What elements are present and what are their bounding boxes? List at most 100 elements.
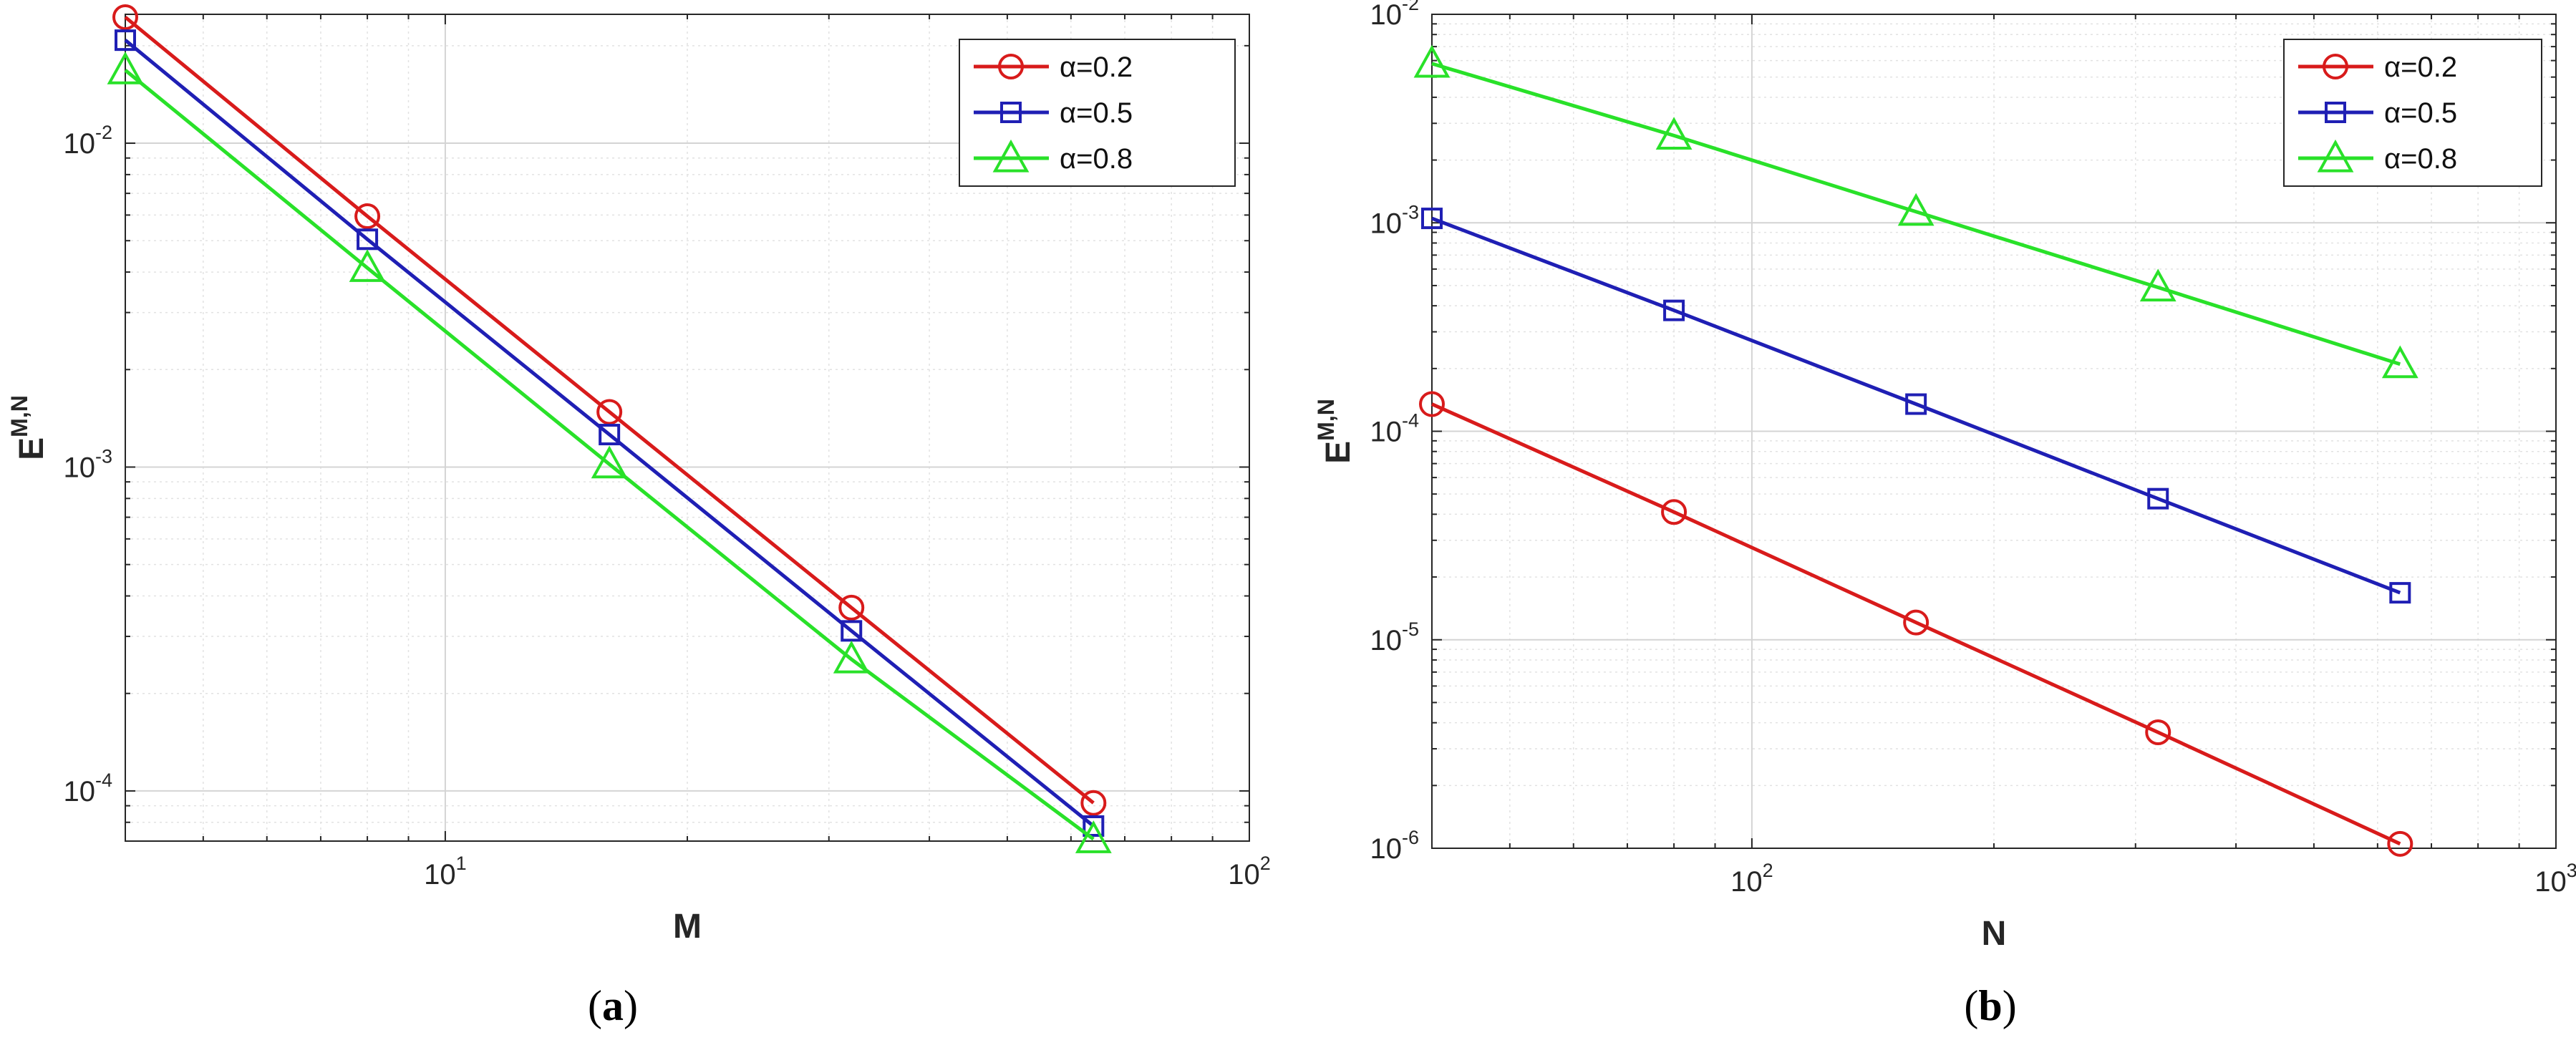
tick-marks [1431, 14, 2557, 849]
data-point [1663, 299, 1685, 321]
data-point [599, 424, 621, 446]
x-tick-base: 10 [2534, 866, 2567, 898]
legend-marker [2323, 54, 2348, 79]
caption-b-letter: b [1978, 982, 2002, 1029]
data-point [1419, 391, 1445, 417]
data-point [1905, 393, 1927, 415]
caption-a-letter: a [602, 982, 624, 1029]
y-tick-exponent: -3 [95, 445, 112, 467]
legend-label: α=0.8 [2384, 143, 2457, 175]
y-tick-base: 10 [1370, 417, 1402, 448]
y-tick-label: 10-6 [1370, 827, 1419, 865]
series-line [124, 16, 1095, 805]
series-line [124, 69, 1095, 841]
legend: α=0.2 α=0.5 α=0.8 [2283, 39, 2542, 187]
caption-b: (b) [1964, 982, 2016, 1029]
data-point [1413, 44, 1451, 78]
series-circle [112, 4, 1107, 816]
x-tick-base: 10 [1228, 859, 1260, 890]
y-tick-label: 10-4 [63, 770, 112, 807]
data-point [354, 203, 381, 230]
legend-label: α=0.2 [2384, 52, 2457, 83]
y-tick-base: 10 [63, 452, 95, 483]
y-tick-base: 10 [63, 128, 95, 160]
legend-marker [2317, 139, 2354, 173]
series-line [1431, 62, 2401, 367]
x-tick-base: 10 [1730, 866, 1763, 898]
x-tick-label: 102 [1730, 860, 1773, 898]
y-tick-label: 10-3 [63, 445, 112, 483]
series-circle [1419, 391, 2413, 857]
data-point [1083, 815, 1105, 837]
x-tick-exponent: 2 [1763, 860, 1773, 881]
data-point [2381, 345, 2418, 379]
y-axis-title: EM,N [1313, 399, 1357, 464]
data-point [349, 249, 386, 282]
data-point [1903, 609, 1929, 636]
series-square [1421, 208, 2411, 604]
y-axis-title: EM,N [6, 395, 51, 460]
y-tick-base: 10 [1370, 0, 1402, 31]
series-line [124, 39, 1095, 827]
data-point [2389, 582, 2411, 604]
x-axis-title: N [1982, 915, 2007, 953]
data-point [2145, 719, 2171, 745]
legend-marker [998, 54, 1024, 79]
legend-label: α=0.5 [2384, 97, 2457, 129]
data-point [591, 445, 628, 479]
legend-marker [992, 139, 1030, 173]
legend-label: α=0.2 [1060, 52, 1133, 83]
series-square [115, 29, 1105, 837]
legend: α=0.2 α=0.5 α=0.8 [959, 39, 1236, 187]
y-tick-label: 10-3 [1370, 201, 1419, 239]
data-point [2387, 830, 2413, 857]
series-triangle [1413, 44, 2418, 379]
y-axis-title-superscript: M,N [6, 395, 32, 437]
x-tick-exponent: 3 [2567, 860, 2576, 881]
y-tick-exponent: -5 [1402, 618, 1419, 640]
x-axis-title: M [673, 908, 702, 946]
x-tick-label: 101 [424, 853, 467, 890]
legend-label: α=0.5 [1060, 97, 1133, 129]
y-tick-base: 10 [63, 776, 95, 807]
data-point [2147, 487, 2169, 510]
y-tick-base: 10 [1370, 625, 1402, 656]
x-tick-label: 103 [2534, 860, 2576, 898]
data-point [2139, 268, 2176, 302]
x-tick-exponent: 1 [456, 853, 467, 874]
chart-panel-b: 102 10310-610-510-410-310-2NEM,Nα=0.2α=0.… [1313, 0, 2576, 953]
data-point [1421, 208, 1443, 230]
data-point [596, 399, 623, 425]
x-tick-base: 10 [424, 859, 456, 890]
y-tick-exponent: -3 [1402, 201, 1419, 223]
y-tick-label: 10-2 [63, 122, 112, 160]
data-point [1080, 790, 1107, 816]
y-axis-title-superscript: M,N [1313, 399, 1339, 441]
data-point [838, 594, 865, 621]
caption-a: (a) [588, 982, 638, 1029]
y-tick-base: 10 [1370, 833, 1402, 865]
legend-marker [1000, 102, 1022, 123]
y-axis-title-base: E [1320, 441, 1357, 464]
data-point [1661, 499, 1688, 525]
data-point [1655, 117, 1693, 150]
data-point [841, 620, 863, 642]
y-tick-exponent: -2 [95, 122, 112, 143]
legend-label: α=0.8 [1060, 143, 1133, 175]
x-tick-label: 102 [1228, 853, 1271, 890]
series-line [1431, 216, 2401, 595]
series-triangle [107, 51, 1112, 853]
legend-marker [2325, 102, 2346, 123]
y-tick-exponent: -6 [1402, 827, 1419, 848]
data-point [115, 29, 136, 52]
data-point [107, 51, 144, 84]
y-tick-label: 10-4 [1370, 410, 1419, 448]
y-tick-label: 10-2 [1370, 0, 1419, 31]
data-point [112, 4, 138, 30]
data-point [357, 228, 379, 251]
series-line [1430, 402, 2401, 846]
y-tick-exponent: -2 [1402, 0, 1419, 14]
y-tick-base: 10 [1370, 208, 1402, 239]
